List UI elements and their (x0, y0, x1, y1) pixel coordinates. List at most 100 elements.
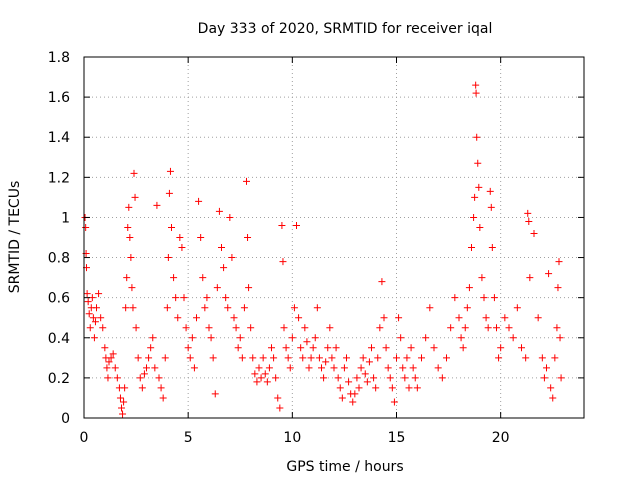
data-point (471, 193, 479, 201)
data-point (343, 354, 350, 362)
y-tick-label: 1.6 (48, 90, 70, 106)
data-point (205, 324, 213, 332)
data-point (136, 374, 144, 382)
data-point (272, 374, 280, 382)
data-point (513, 304, 521, 312)
data-point (307, 354, 315, 362)
data-point (279, 258, 287, 266)
data-point (509, 334, 517, 342)
data-point (130, 169, 138, 177)
data-point (255, 364, 263, 372)
data-point (228, 254, 236, 262)
data-point (109, 350, 117, 358)
data-point (121, 384, 129, 392)
data-point (434, 364, 442, 372)
data-point (123, 274, 131, 282)
data-point (245, 284, 253, 292)
data-point (497, 344, 505, 352)
data-point (265, 364, 273, 372)
data-point (540, 374, 548, 382)
y-tick-label: 0.2 (48, 371, 70, 387)
data-point (295, 314, 303, 322)
data-point (104, 374, 112, 382)
data-point (518, 344, 525, 352)
data-point (161, 354, 169, 362)
data-point (376, 324, 384, 332)
data-point (234, 344, 242, 352)
data-point (91, 318, 99, 326)
y-tick-label: 0.8 (48, 251, 70, 267)
data-point (557, 374, 565, 382)
data-point (407, 344, 415, 352)
data-point (290, 304, 298, 312)
data-point (207, 334, 215, 342)
data-point (286, 364, 294, 372)
data-point (361, 370, 369, 378)
y-tick-label: 1 (61, 210, 70, 226)
data-point (372, 384, 380, 392)
data-point (280, 324, 288, 332)
data-point (524, 209, 532, 217)
data-point (538, 354, 546, 362)
data-point (147, 344, 155, 352)
data-point (164, 254, 172, 262)
x-tick-label: 0 (80, 430, 89, 446)
x-tick-label: 10 (283, 430, 301, 446)
data-point (501, 314, 509, 322)
data-point (447, 324, 455, 332)
data-point (129, 304, 137, 312)
data-point (131, 193, 139, 201)
data-point (232, 324, 240, 332)
data-point (220, 264, 228, 272)
data-point (105, 358, 113, 366)
data-point (340, 364, 348, 372)
data-point (545, 270, 553, 278)
y-tick-label: 1.8 (48, 50, 70, 66)
data-point (197, 234, 205, 241)
data-point (409, 364, 417, 372)
x-tick-label: 15 (388, 430, 406, 446)
data-point (226, 213, 234, 221)
axis-ticks: 0 0.2 0.4 0.6 0.8 1 1.2 1.4 1.6 1.8 0 5 10 15 20 (48, 50, 584, 446)
data-point (101, 344, 109, 352)
data-point (222, 294, 230, 302)
data-point (93, 304, 100, 312)
data-point (82, 223, 90, 231)
data-point (288, 334, 296, 342)
data-point (378, 278, 386, 286)
data-point (357, 364, 365, 372)
data-point (465, 284, 473, 292)
data-point (126, 234, 134, 241)
data-point (472, 81, 480, 89)
data-point (259, 354, 267, 362)
data-point (368, 344, 375, 352)
data-point (345, 378, 353, 386)
data-point (149, 334, 157, 342)
data-point (132, 324, 140, 332)
data-point (113, 374, 121, 382)
data-point (430, 344, 438, 352)
data-point (522, 354, 530, 362)
data-point (168, 223, 175, 231)
data-point (182, 324, 190, 332)
data-point (334, 374, 342, 382)
data-point (124, 223, 132, 231)
data-point (176, 234, 184, 241)
data-point (261, 370, 269, 378)
data-point (111, 364, 119, 372)
data-point (99, 324, 107, 332)
data-point (336, 384, 344, 392)
data-point (353, 374, 361, 382)
data-point (276, 404, 284, 412)
data-point (474, 159, 482, 167)
data-point (351, 390, 359, 398)
data-point (155, 374, 163, 382)
data-point (127, 254, 135, 262)
data-point (476, 223, 484, 231)
data-point (199, 274, 207, 282)
data-point (525, 217, 533, 225)
x-axis-label: GPS time / hours (286, 459, 403, 475)
data-point (311, 334, 319, 342)
data-point (413, 384, 421, 392)
data-point (180, 294, 188, 302)
